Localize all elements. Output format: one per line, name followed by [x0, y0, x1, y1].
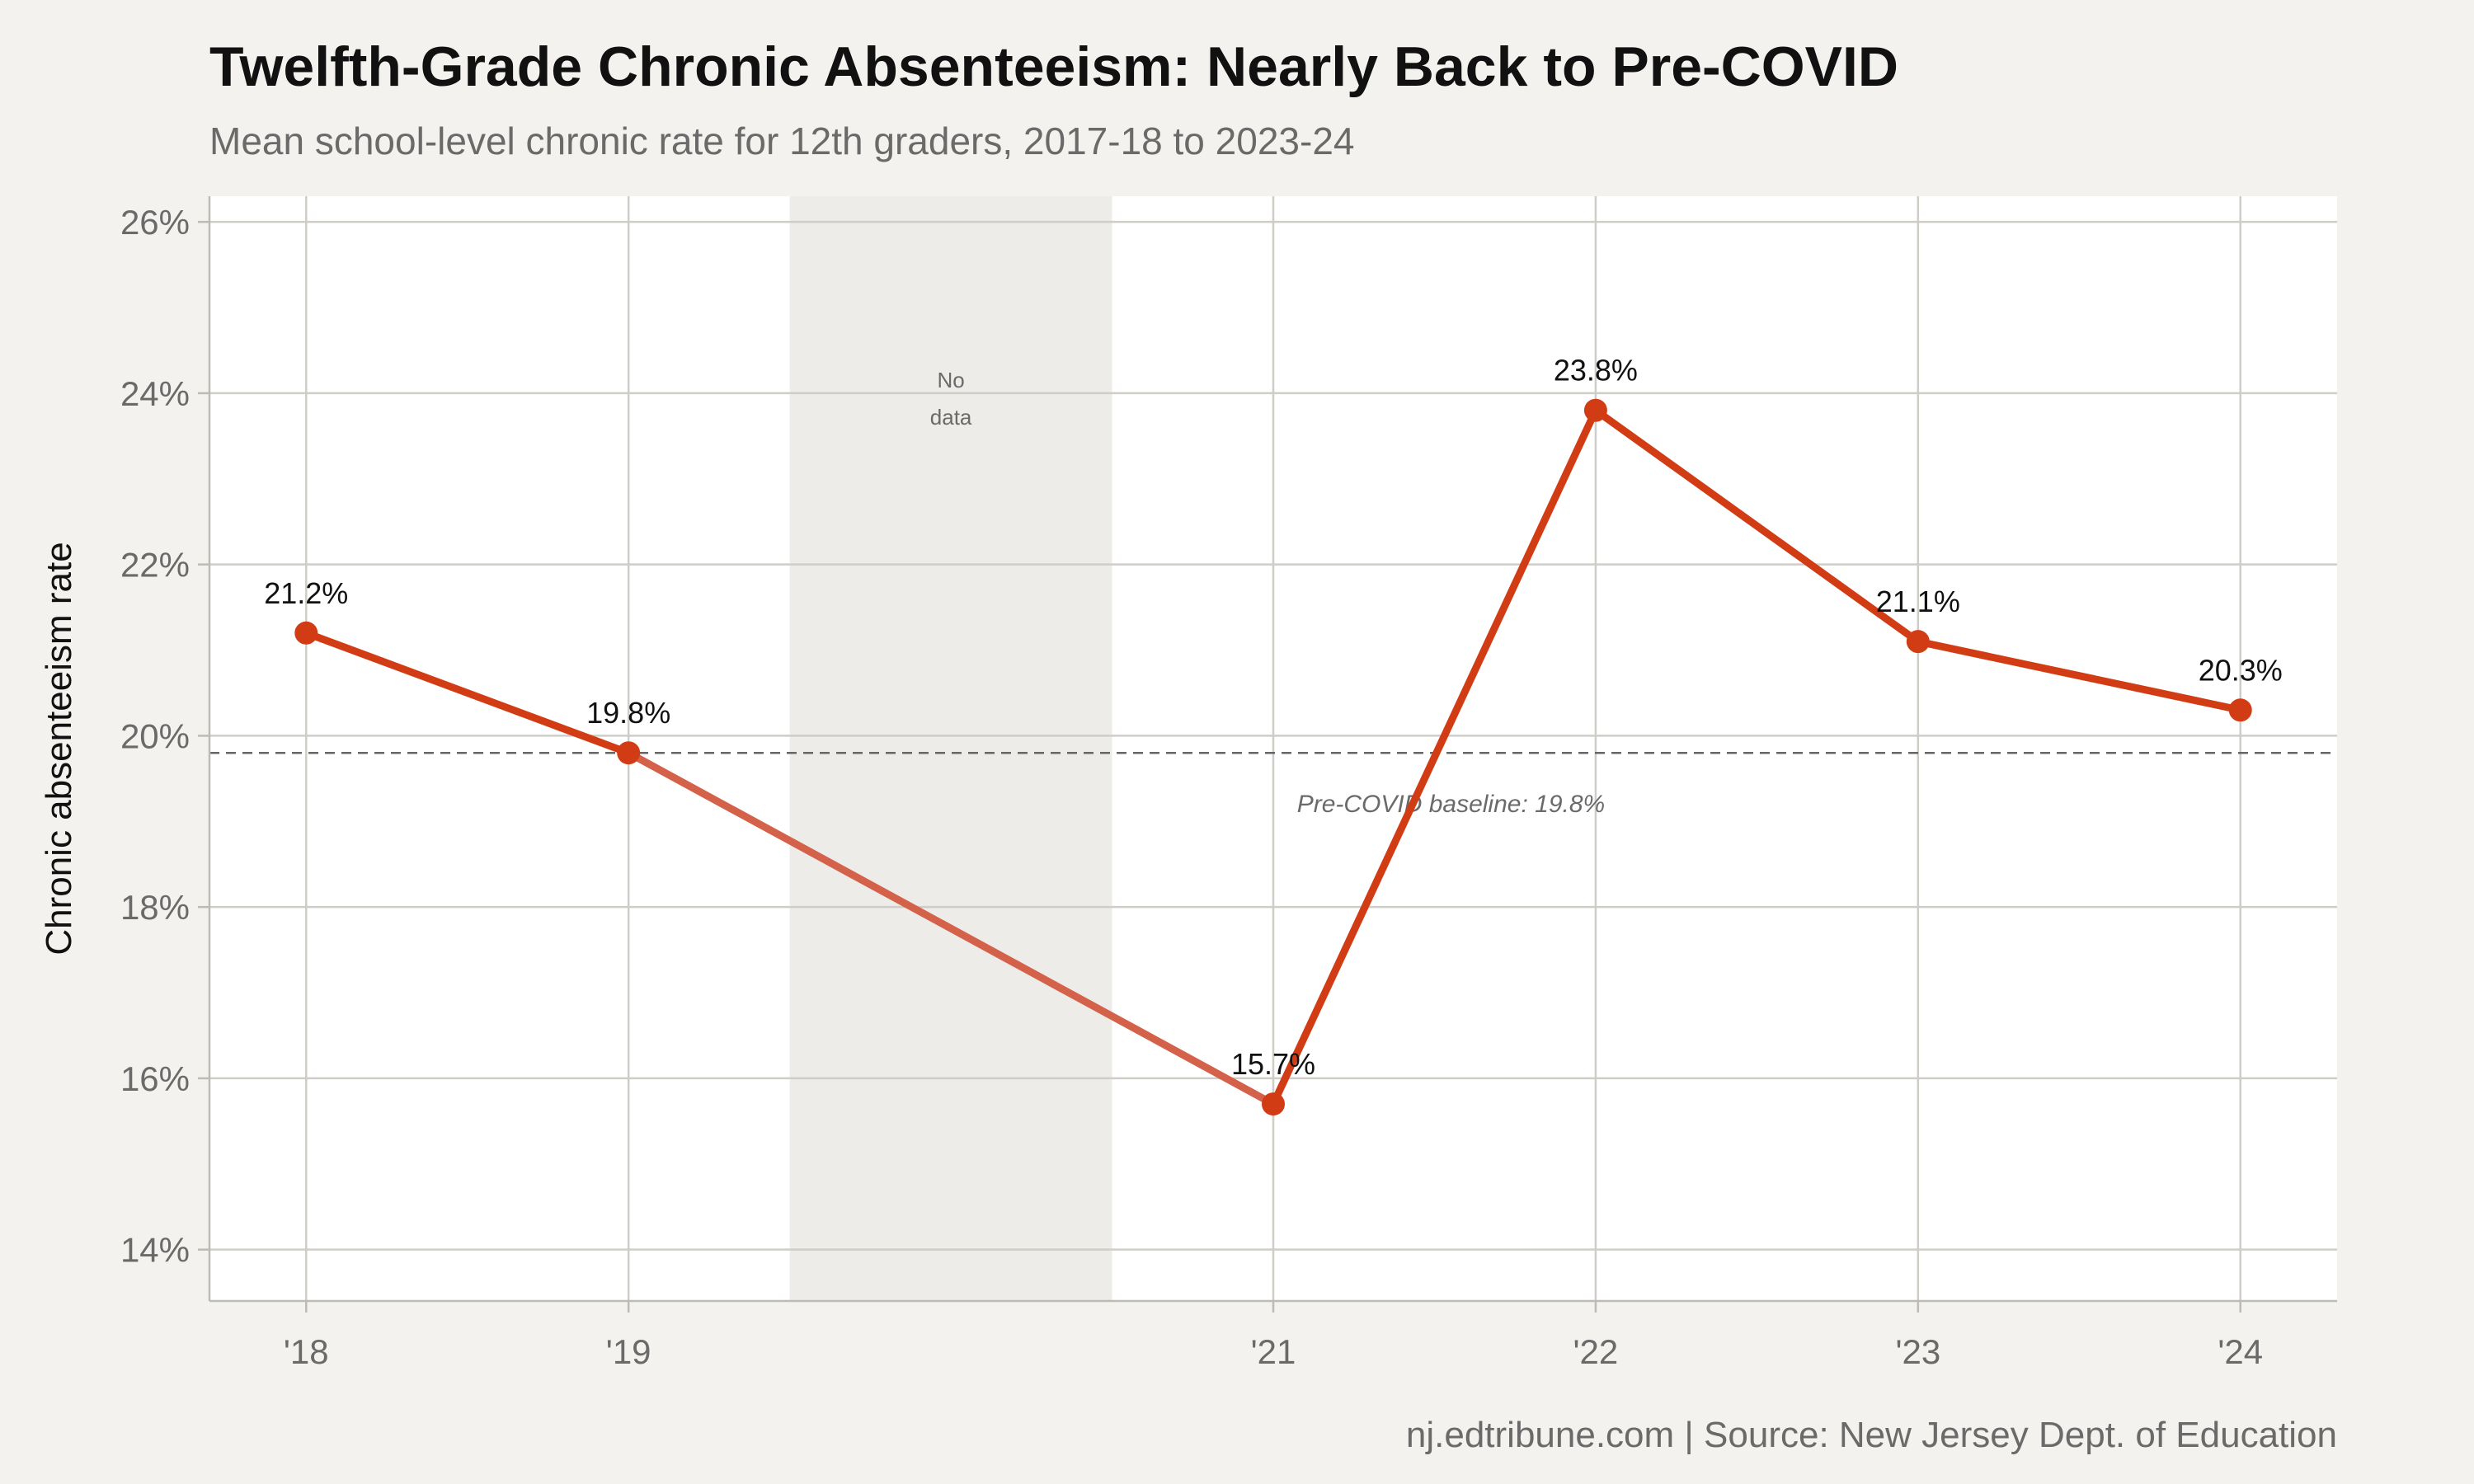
y-tick-label: 22% [120, 546, 190, 585]
y-tick-label: 24% [120, 374, 190, 413]
data-point [617, 741, 641, 765]
y-tick-label: 14% [120, 1231, 190, 1270]
series-line-segment [1269, 406, 1600, 1108]
x-tick-label: '23 [1895, 1332, 1940, 1371]
data-label: 15.7% [1231, 1047, 1315, 1081]
data-label: 23.8% [1554, 354, 1638, 387]
series-line-segment [302, 629, 633, 757]
x-tick-label: '22 [1573, 1332, 1619, 1371]
data-point [2228, 698, 2252, 722]
chart-subtitle: Mean school-level chronic rate for 12th … [209, 120, 1355, 162]
data-label: 21.1% [1876, 585, 1960, 618]
y-tick-label: 18% [120, 888, 190, 927]
x-tick-label: '24 [2218, 1332, 2263, 1371]
y-tick-label: 26% [120, 203, 190, 242]
data-point [1906, 630, 1930, 654]
y-tick-label: 16% [120, 1059, 190, 1098]
x-tick-label: '19 [606, 1332, 651, 1371]
data-point [1262, 1092, 1285, 1116]
data-label: 21.2% [264, 576, 348, 610]
no-data-label: data [930, 405, 972, 430]
source-caption: nj.edtribune.com | Source: New Jersey De… [1405, 1415, 2337, 1455]
chart-title: Twelfth-Grade Chronic Absenteeism: Nearl… [209, 35, 1899, 98]
series-gap-segment [624, 749, 1277, 1108]
series-line-segment [1914, 637, 2245, 714]
no-data-region [789, 196, 1112, 1301]
y-tick-label: 20% [120, 716, 190, 755]
baseline-label: Pre-COVID baseline: 19.8% [1297, 791, 1606, 818]
no-data-label: No [937, 368, 964, 392]
x-tick-label: '18 [284, 1332, 329, 1371]
x-tick-label: '21 [1251, 1332, 1296, 1371]
data-point [1583, 398, 1607, 422]
data-point [294, 621, 318, 645]
data-label: 20.3% [2199, 653, 2283, 687]
series-line-segment [1592, 406, 1922, 646]
data-label: 19.8% [586, 696, 670, 730]
y-axis-title: Chronic absenteeism rate [39, 542, 79, 955]
